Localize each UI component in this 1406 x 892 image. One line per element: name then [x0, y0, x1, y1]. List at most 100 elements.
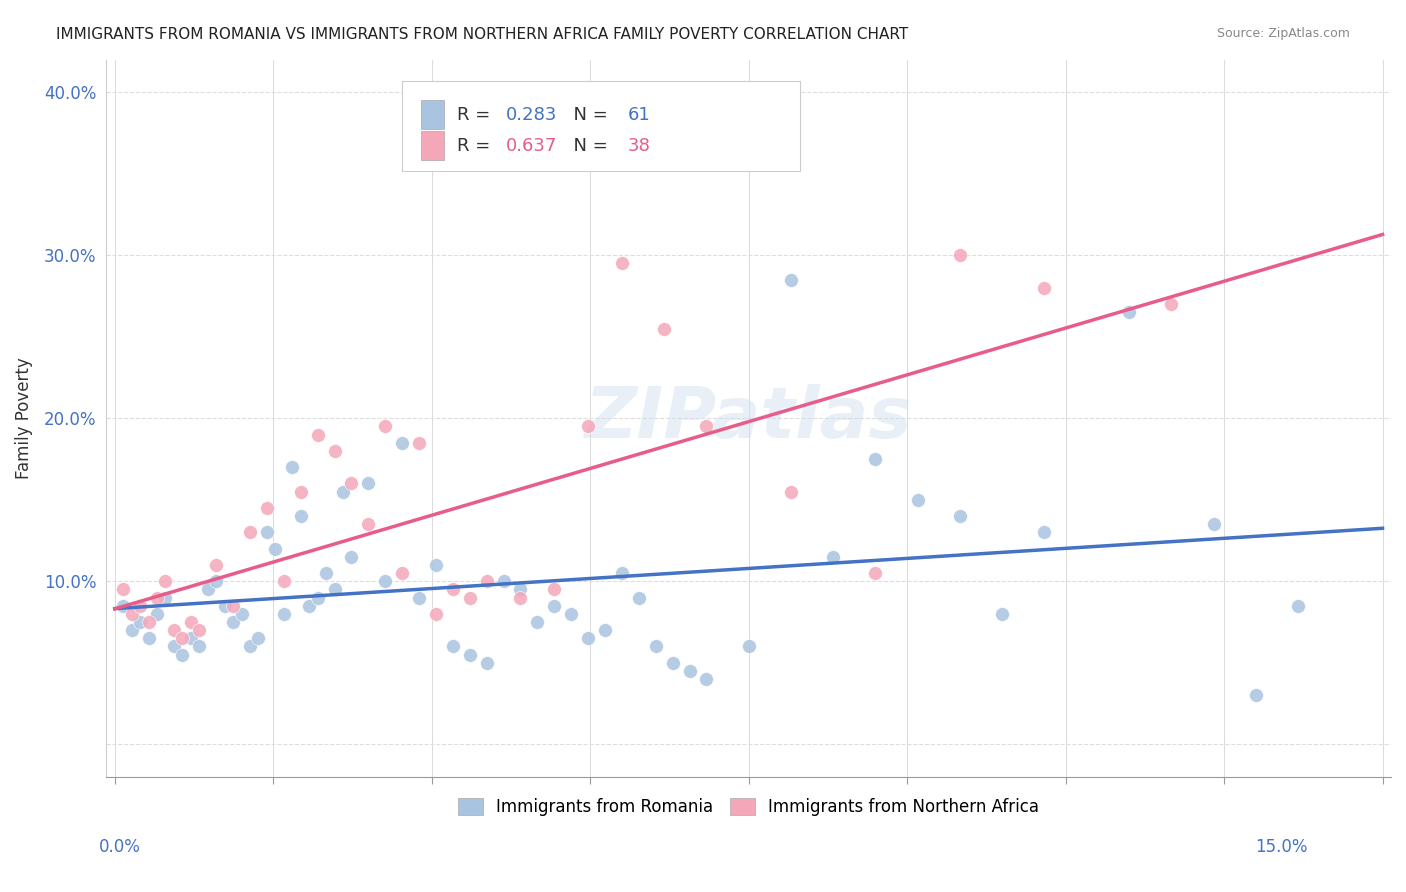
Point: [949, 248, 972, 262]
Point: [425, 607, 447, 621]
Point: [256, 525, 278, 540]
Text: 38: 38: [628, 136, 651, 154]
Point: [695, 672, 717, 686]
Text: R =: R =: [457, 106, 496, 124]
Point: [290, 509, 312, 524]
Point: [610, 566, 633, 580]
Point: [163, 640, 186, 654]
Text: 0.0%: 0.0%: [98, 838, 141, 856]
Point: [652, 321, 675, 335]
Point: [188, 640, 211, 654]
Point: [121, 607, 143, 621]
Point: [543, 599, 565, 613]
Point: [543, 582, 565, 597]
Text: IMMIGRANTS FROM ROMANIA VS IMMIGRANTS FROM NORTHERN AFRICA FAMILY POVERTY CORREL: IMMIGRANTS FROM ROMANIA VS IMMIGRANTS FR…: [56, 27, 908, 42]
Point: [307, 591, 329, 605]
Point: [492, 574, 515, 589]
Point: [112, 582, 135, 597]
Point: [780, 273, 803, 287]
Point: [391, 566, 413, 580]
Point: [281, 460, 304, 475]
Point: [180, 615, 202, 629]
Point: [222, 599, 245, 613]
Point: [214, 599, 236, 613]
Point: [695, 419, 717, 434]
Point: [155, 574, 177, 589]
Point: [576, 632, 599, 646]
Legend: Immigrants from Romania, Immigrants from Northern Africa: Immigrants from Romania, Immigrants from…: [449, 788, 1049, 826]
Point: [340, 549, 363, 564]
Point: [408, 591, 430, 605]
Point: [163, 623, 186, 637]
Point: [357, 517, 380, 532]
Text: 15.0%: 15.0%: [1256, 838, 1308, 856]
Point: [374, 574, 396, 589]
Point: [138, 632, 160, 646]
Point: [610, 256, 633, 270]
Point: [907, 492, 929, 507]
Point: [560, 607, 582, 621]
Point: [188, 623, 211, 637]
Point: [509, 582, 531, 597]
Point: [180, 632, 202, 646]
Point: [1244, 689, 1267, 703]
Text: 0.283: 0.283: [506, 106, 557, 124]
Point: [441, 640, 464, 654]
Point: [315, 566, 337, 580]
Point: [509, 591, 531, 605]
Text: N =: N =: [562, 106, 614, 124]
Point: [222, 615, 245, 629]
Point: [205, 558, 228, 572]
Point: [823, 549, 845, 564]
Point: [408, 435, 430, 450]
FancyBboxPatch shape: [420, 131, 444, 160]
Point: [129, 599, 152, 613]
Point: [273, 607, 295, 621]
Point: [1202, 517, 1225, 532]
Point: [205, 574, 228, 589]
Point: [865, 566, 887, 580]
Point: [865, 452, 887, 467]
Text: 61: 61: [628, 106, 651, 124]
Point: [576, 419, 599, 434]
Point: [1118, 305, 1140, 319]
Point: [273, 574, 295, 589]
FancyBboxPatch shape: [402, 81, 800, 170]
Point: [323, 582, 346, 597]
Point: [458, 648, 481, 662]
Point: [155, 591, 177, 605]
Point: [264, 541, 287, 556]
Point: [475, 656, 498, 670]
Point: [298, 599, 321, 613]
Point: [340, 476, 363, 491]
Point: [1033, 525, 1056, 540]
Point: [323, 443, 346, 458]
Point: [780, 484, 803, 499]
Text: ZIPatlas: ZIPatlas: [585, 384, 912, 453]
Point: [441, 582, 464, 597]
Point: [475, 574, 498, 589]
Text: Source: ZipAtlas.com: Source: ZipAtlas.com: [1216, 27, 1350, 40]
Point: [290, 484, 312, 499]
Point: [949, 509, 972, 524]
Point: [1286, 599, 1309, 613]
Point: [247, 632, 270, 646]
Point: [678, 664, 700, 678]
Point: [458, 591, 481, 605]
Point: [644, 640, 666, 654]
Point: [593, 623, 616, 637]
Point: [661, 656, 683, 670]
Point: [121, 623, 143, 637]
Point: [374, 419, 396, 434]
Text: N =: N =: [562, 136, 614, 154]
Point: [172, 648, 194, 662]
Point: [146, 607, 169, 621]
Point: [627, 591, 650, 605]
Point: [231, 607, 253, 621]
Text: R =: R =: [457, 136, 496, 154]
Point: [307, 427, 329, 442]
FancyBboxPatch shape: [420, 101, 444, 129]
Point: [239, 525, 262, 540]
Text: 0.637: 0.637: [506, 136, 557, 154]
Point: [256, 500, 278, 515]
